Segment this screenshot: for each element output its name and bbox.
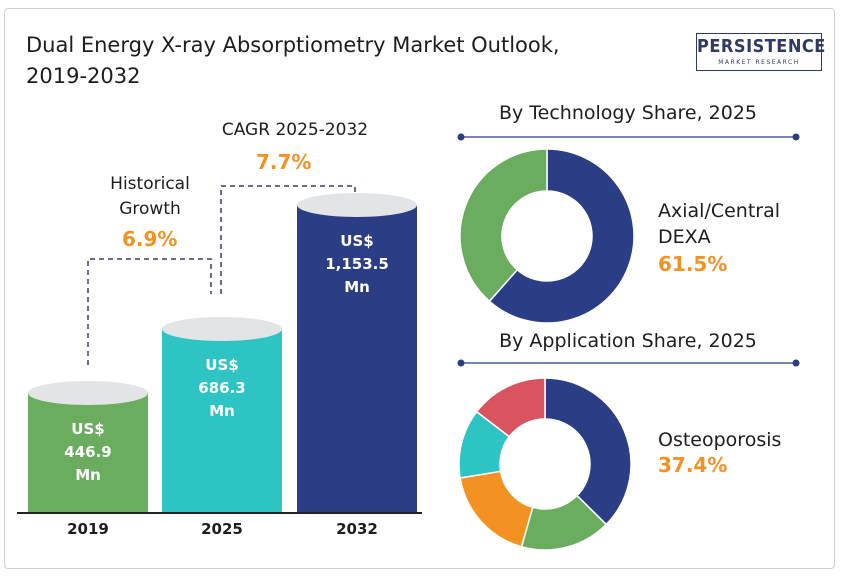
technology-callout-value: 61.5% [658, 252, 728, 276]
bar-value-label-2019: US$ 446.9 Mn [64, 420, 112, 485]
donut-slice-1 [544, 378, 631, 526]
x-axis-line [17, 512, 422, 514]
title-line-2: 2019-2032 [26, 64, 141, 88]
bar-value-label-2025: US$ 686.3 Mn [198, 356, 246, 421]
bar-2025 [162, 317, 282, 512]
bar-value-label-2032: US$ 1,153.5 Mn [325, 232, 389, 297]
historical-label-line-1: Historical [110, 174, 190, 194]
donut-slice-3 [459, 470, 534, 548]
historical-growth-label: Historical Growth [94, 172, 206, 222]
application-section-title: By Application Share, 2025 [499, 330, 757, 352]
cagr-value: 7.7% [256, 150, 312, 174]
application-callout: Osteoporosis [658, 429, 782, 451]
x-tick-2019: 2019 [67, 520, 109, 538]
x-tick-2032: 2032 [336, 520, 378, 538]
historical-label-line-2: Growth [119, 199, 181, 219]
x-tick-2025: 2025 [201, 520, 243, 538]
application-callout-value: 37.4% [658, 453, 728, 477]
technology-section-title: By Technology Share, 2025 [498, 102, 758, 124]
donut-slice-5 [475, 378, 546, 438]
donut-slice-2 [460, 149, 548, 303]
application-donut-chart [459, 378, 631, 550]
persistence-logo: PERSISTENCE MARKET RESEARCH [696, 33, 826, 71]
technology-callout-line-1: Axial/Central [658, 200, 781, 222]
logo-sub-text: MARKET RESEARCH [718, 59, 800, 66]
bar-2019 [28, 381, 148, 512]
logo-main-text: PERSISTENCE [697, 36, 826, 57]
technology-donut-chart [460, 149, 634, 323]
title-line-1: Dual Energy X-ray Absorptiometry Market … [26, 33, 560, 57]
donut-slice-1 [488, 149, 634, 323]
historical-growth-value: 6.9% [122, 227, 178, 251]
cagr-label: CAGR 2025-2032 [221, 120, 369, 140]
bar-2032 [297, 193, 417, 512]
page-title: Dual Energy X-ray Absorptiometry Market … [26, 30, 560, 92]
technology-callout-line-2: DEXA [658, 226, 711, 248]
technology-callout: Axial/Central DEXA [658, 198, 780, 250]
